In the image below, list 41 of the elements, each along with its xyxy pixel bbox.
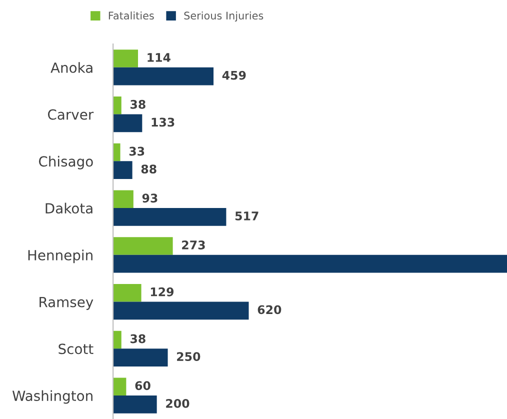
- y-tick-label: Washington: [12, 390, 92, 404]
- bar: [113, 378, 126, 396]
- bar: [113, 302, 249, 320]
- legend-label: Serious Injuries: [184, 11, 264, 22]
- bar: [113, 208, 226, 226]
- data-label: 114: [148, 53, 170, 62]
- legend-label: Fatalities: [108, 11, 154, 20]
- bar: [113, 50, 138, 68]
- y-tick-label: Ramsey: [40, 296, 94, 310]
- data-label: 459: [222, 70, 246, 80]
- data-label: 33: [129, 146, 144, 156]
- bar: [113, 254, 507, 273]
- data-label: 93: [142, 194, 158, 203]
- data-label: 60: [135, 381, 150, 390]
- data-label: 517: [235, 212, 258, 220]
- y-tick-label: Scott: [58, 344, 94, 354]
- bar: [113, 114, 142, 132]
- y-tick-label: Chisago: [38, 156, 93, 170]
- bar: [113, 237, 173, 255]
- bar: [113, 96, 122, 114]
- data-label: 38: [130, 334, 146, 344]
- y-tick-label: Dakota: [46, 202, 92, 214]
- bar: [113, 161, 132, 179]
- data-label: 200: [166, 398, 190, 408]
- bar: [113, 348, 168, 366]
- data-label: 250: [177, 352, 200, 362]
- bar: [113, 330, 122, 349]
- data-label: 38: [130, 100, 146, 109]
- data-label: 88: [141, 164, 156, 174]
- bar: [113, 284, 142, 302]
- bar: [113, 190, 134, 208]
- data-label: 273: [182, 240, 205, 250]
- bar: [113, 396, 157, 414]
- y-tick-label: Carver: [48, 109, 94, 120]
- y-tick-label: Anoka: [50, 62, 92, 73]
- data-label: 620: [258, 305, 282, 314]
- bar: [113, 143, 120, 162]
- data-label: 129: [150, 287, 174, 296]
- y-tick-label: Hennepin: [28, 250, 92, 264]
- bar: [113, 67, 214, 86]
- data-label: 133: [152, 118, 174, 127]
